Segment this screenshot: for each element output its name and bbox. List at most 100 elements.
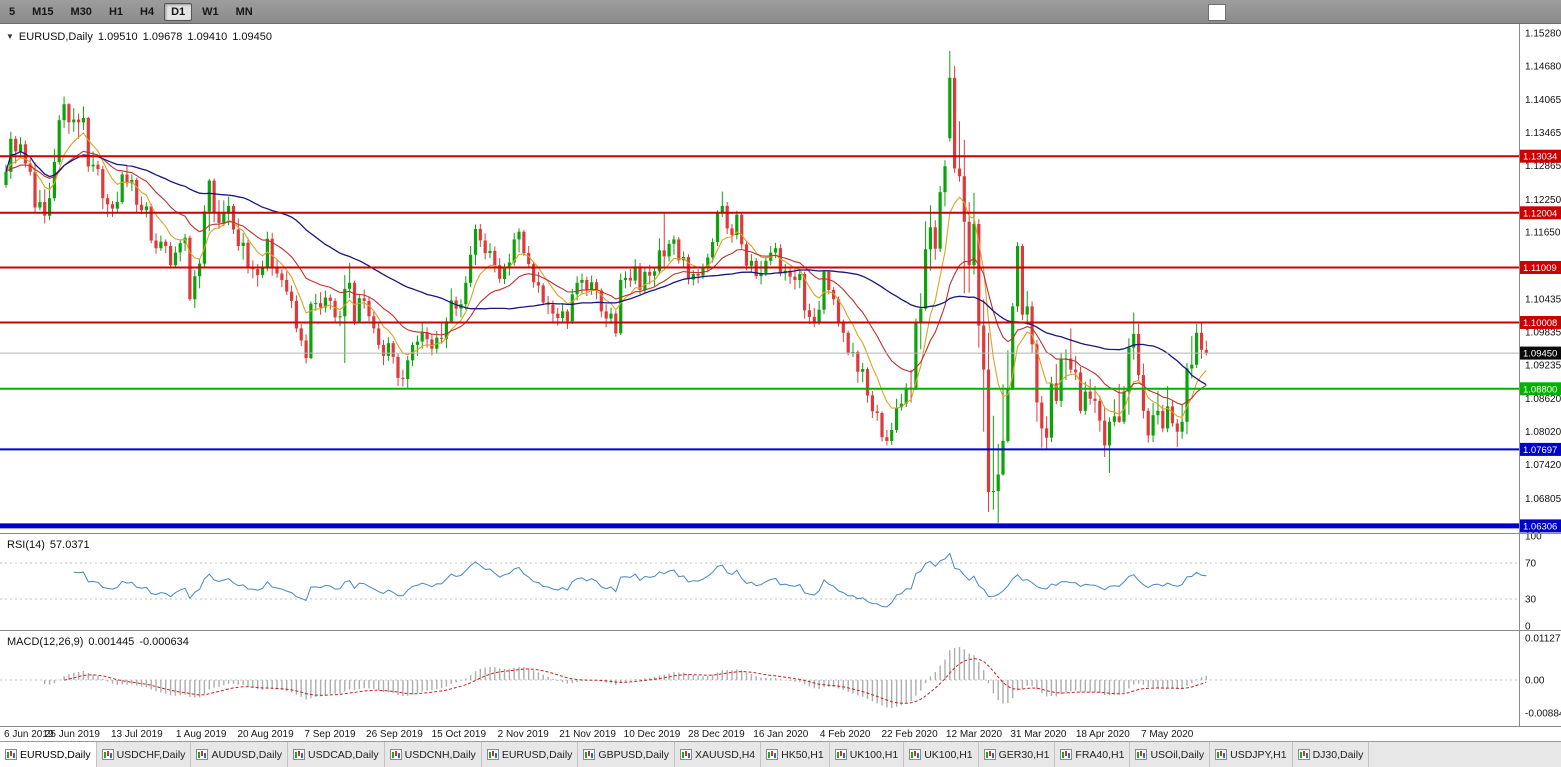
- macd-histogram-bar: [731, 670, 733, 680]
- macd-histogram-bar: [179, 680, 181, 696]
- macd-histogram-bar: [968, 653, 970, 680]
- tab-dj30-daily[interactable]: DJ30,Daily: [1292, 742, 1370, 767]
- candle-body: [72, 119, 76, 123]
- mini-chart-icon: [1215, 749, 1228, 760]
- price-axis-label: 1.13465: [1525, 128, 1561, 139]
- macd-histogram-bar: [1084, 680, 1086, 692]
- candle-body: [1020, 246, 1024, 315]
- candle-body: [730, 228, 734, 235]
- macd-histogram-bar: [1050, 680, 1053, 696]
- ma-mid-line: [5, 150, 1207, 406]
- macd-histogram-bar: [1176, 680, 1178, 689]
- macd-histogram-bar: [774, 677, 777, 680]
- candle-body: [532, 264, 536, 283]
- macd-histogram-bar: [416, 680, 419, 694]
- candle-body: [1127, 347, 1131, 392]
- macd-histogram-bar: [203, 680, 206, 694]
- macd-histogram-bar: [247, 680, 249, 687]
- chart-tab-label: USDJPY,H1: [1230, 748, 1287, 761]
- timeframe-button-mn[interactable]: MN: [235, 5, 253, 18]
- tab-gbpusd-daily[interactable]: GBPUSD,Daily: [578, 742, 676, 767]
- main-chart-panel[interactable]: [0, 24, 1561, 741]
- macd-histogram-bar: [140, 680, 143, 687]
- macd-histogram-bar: [440, 680, 443, 689]
- price-badge-value: 1.11009: [1523, 263, 1557, 274]
- macd-histogram-bar: [1142, 680, 1145, 685]
- macd-histogram-bar: [436, 680, 438, 690]
- macd-histogram-bar: [881, 680, 883, 706]
- macd-histogram-bar: [1191, 680, 1193, 684]
- macd-histogram-bar: [208, 680, 210, 690]
- candle-body: [464, 282, 468, 305]
- tab-ger30-h1[interactable]: GER30,H1: [978, 742, 1056, 767]
- candle-body: [265, 238, 269, 268]
- tab-usdcad-daily[interactable]: USDCAD,Daily: [288, 742, 385, 767]
- timeframe-button-h4[interactable]: H4: [140, 5, 155, 18]
- candle-body: [565, 311, 569, 322]
- collapse-triangle-icon[interactable]: ▼: [6, 32, 14, 41]
- chart-tab-label: USDCHF,Daily: [116, 748, 186, 761]
- tab-uk100-h1[interactable]: UK100,H1: [904, 742, 979, 767]
- candle-body: [885, 437, 889, 441]
- macd-histogram-bar: [644, 678, 646, 680]
- macd-histogram-bar: [653, 677, 656, 680]
- macd-axis-label: -0.0088454: [1525, 709, 1561, 720]
- macd-histogram-bar: [944, 659, 946, 680]
- macd-histogram-bar: [924, 680, 927, 684]
- tab-fra40-h1[interactable]: FRA40,H1: [1055, 742, 1131, 767]
- rsi-panel[interactable]: [0, 552, 1519, 608]
- candle-body: [1103, 420, 1107, 446]
- toolbar-blank-button[interactable]: [1208, 4, 1226, 21]
- candle-body: [381, 344, 386, 356]
- macd-panel[interactable]: [0, 647, 1519, 708]
- tab-hk50-h1[interactable]: HK50,H1: [761, 742, 830, 767]
- timeframe-button-w1[interactable]: W1: [202, 5, 219, 18]
- candle-body: [202, 211, 206, 264]
- macd-histogram-bar: [465, 678, 467, 680]
- candle-body: [870, 395, 874, 412]
- macd-histogram-bar: [871, 680, 874, 702]
- timeframe-button-m15[interactable]: M15: [32, 5, 54, 18]
- macd-histogram-bar: [126, 680, 128, 685]
- price-axis-background: [1520, 24, 1561, 727]
- tab-usdjpy-h1[interactable]: USDJPY,H1: [1210, 742, 1293, 767]
- macd-histogram-bar: [992, 680, 995, 694]
- tab-xauusd-h4[interactable]: XAUUSD,H4: [675, 742, 762, 767]
- macd-histogram-bar: [455, 680, 457, 683]
- timeframe-button-5[interactable]: 5: [9, 5, 16, 18]
- chart-ohlc-label: ▼ EURUSD,Daily 1.09510 1.09678 1.09410 1.0945…: [6, 31, 277, 43]
- macd-histogram-bar: [620, 680, 622, 684]
- tab-audusd-daily[interactable]: AUDUSD,Daily: [191, 742, 289, 767]
- tab-eurusd-daily[interactable]: EURUSD,Daily: [481, 742, 579, 767]
- tab-eurusd-daily[interactable]: EURUSD,Daily: [0, 742, 97, 767]
- date-axis-label: 18 Apr 2020: [1076, 729, 1130, 740]
- chart-canvas[interactable]: 1.15280 1.14680 1.14065 1.13465 1.12865 1.122…: [0, 24, 1561, 741]
- candle-body: [149, 206, 153, 241]
- macd-histogram-bar: [295, 680, 298, 695]
- macd-histogram-bar: [1186, 680, 1188, 686]
- candle-body: [430, 339, 434, 349]
- macd-histogram-bar: [87, 673, 89, 680]
- rsi-line: [73, 552, 1207, 608]
- timeframe-button-h1[interactable]: H1: [108, 5, 123, 18]
- macd-histogram-bar: [373, 680, 375, 690]
- candle-body: [1001, 441, 1005, 475]
- macd-histogram-bar: [741, 670, 743, 681]
- panel-separators: [0, 24, 1561, 727]
- candle-body: [38, 202, 42, 208]
- candle-body: [744, 244, 749, 266]
- timeframe-button-m30[interactable]: M30: [70, 5, 92, 18]
- tab-uk100-h1[interactable]: UK100,H1: [829, 742, 905, 767]
- tab-usdcnh-daily[interactable]: USDCNH,Daily: [384, 742, 482, 767]
- price-axis-label: 1.09835: [1525, 328, 1561, 339]
- candle-body: [1069, 358, 1073, 370]
- macd-histogram-bar: [532, 670, 535, 680]
- tab-usoil-daily[interactable]: USOil,Daily: [1130, 742, 1211, 767]
- tab-usdchf-daily[interactable]: USDCHF,Daily: [96, 742, 192, 767]
- candle-body: [401, 377, 405, 379]
- macd-histogram-bar: [431, 680, 433, 691]
- macd-histogram-bar: [760, 677, 762, 680]
- timeframe-button-d1[interactable]: D1: [164, 2, 193, 21]
- candle-body: [740, 214, 744, 245]
- macd-histogram-bar: [121, 680, 123, 685]
